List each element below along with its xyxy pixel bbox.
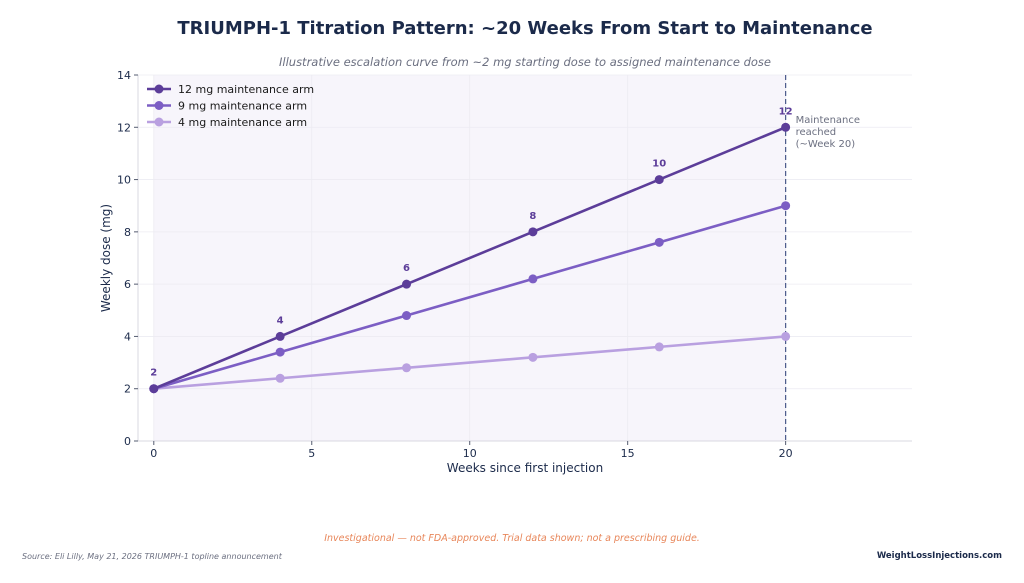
x-tick-label: 15 xyxy=(621,447,635,460)
y-tick-label: 8 xyxy=(124,226,131,239)
brand-logo: WeightLossInjections.com xyxy=(876,551,1002,561)
source-text: Source: Eli Lilly, May 21, 2026 TRIUMPH-… xyxy=(22,552,282,561)
data-label: 6 xyxy=(403,263,410,274)
data-point xyxy=(149,384,159,394)
legend-label: 9 mg maintenance arm xyxy=(178,100,307,113)
legend-marker xyxy=(154,101,164,110)
series-line xyxy=(153,126,787,390)
chart-title: TRIUMPH-1 Titration Pattern: ~20 Weeks F… xyxy=(177,18,873,39)
y-tick-label: 2 xyxy=(124,383,131,396)
y-tick-label: 4 xyxy=(124,330,131,343)
legend-marker xyxy=(154,84,164,94)
y-axis-label: Weekly dose (mg) xyxy=(99,204,113,312)
annotation-text: reached xyxy=(796,127,837,138)
data-point xyxy=(654,342,664,352)
data-point xyxy=(275,373,285,383)
data-point xyxy=(402,363,412,373)
y-tick-label: 0 xyxy=(124,435,131,448)
data-point xyxy=(275,331,285,341)
x-tick-label: 5 xyxy=(308,447,315,460)
x-axis-label: Weeks since first injection xyxy=(447,461,603,475)
legend-label: 4 mg maintenance arm xyxy=(178,116,307,129)
y-tick-label: 10 xyxy=(117,174,131,187)
data-point xyxy=(528,352,538,362)
data-point xyxy=(528,227,538,237)
series-line xyxy=(153,204,786,390)
data-point xyxy=(654,175,664,185)
data-point xyxy=(781,122,791,132)
annotation-text: (~Week 20) xyxy=(796,139,856,150)
annotation-text: Maintenance xyxy=(796,115,860,126)
data-point xyxy=(275,347,285,357)
y-tick-label: 14 xyxy=(117,69,131,82)
series-line xyxy=(153,335,786,391)
data-label: 2 xyxy=(150,368,157,379)
data-point xyxy=(402,279,412,289)
data-label: 8 xyxy=(529,211,536,222)
y-tick-label: 12 xyxy=(117,121,131,134)
data-label: 12 xyxy=(779,106,793,117)
legend-marker xyxy=(154,117,164,127)
legend-label: 12 mg maintenance arm xyxy=(178,83,314,96)
data-point xyxy=(781,201,791,211)
data-label: 10 xyxy=(652,159,666,170)
data-point xyxy=(528,274,538,284)
data-label: 4 xyxy=(277,315,284,326)
x-tick-label: 10 xyxy=(463,447,477,460)
x-tick-label: 20 xyxy=(779,447,793,460)
y-tick-label: 6 xyxy=(124,278,131,291)
x-tick-label: 0 xyxy=(150,447,157,460)
data-point xyxy=(402,311,412,321)
data-point xyxy=(781,331,791,341)
chart-subtitle: Illustrative escalation curve from ~2 mg… xyxy=(279,55,771,69)
data-point xyxy=(654,237,664,247)
disclaimer-text: Investigational — not FDA-approved. Tria… xyxy=(324,533,700,544)
